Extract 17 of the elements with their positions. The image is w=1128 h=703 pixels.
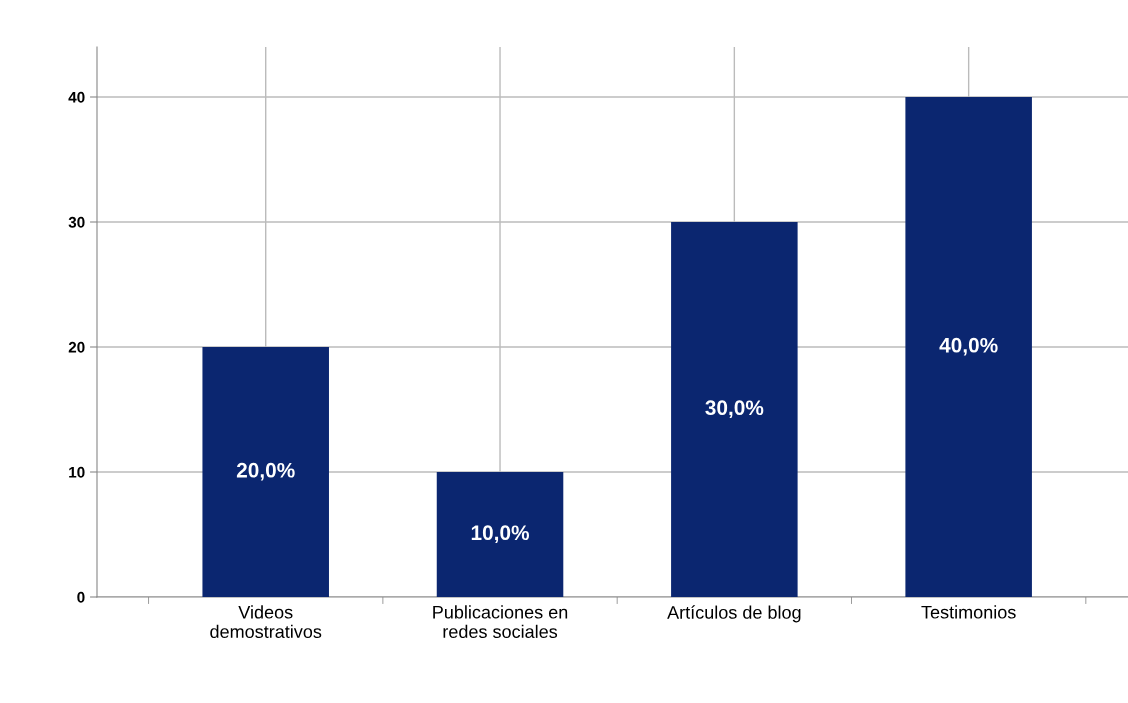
data-label: 10,0% [471, 525, 530, 544]
y-tick-label: 40 [68, 91, 85, 103]
y-tick-label: 20 [68, 341, 85, 353]
x-tick-label: Publicaciones en redes sociales [433, 605, 568, 639]
data-label: 20,0% [236, 462, 295, 481]
y-tick-label: 10 [69, 466, 85, 478]
data-label: 40,0% [939, 337, 998, 356]
bar [905, 97, 1032, 597]
data-label: 30,0% [705, 400, 764, 419]
x-tick-label: Testimonios [921, 605, 1016, 619]
x-tick-label: Artículos de blog [667, 605, 801, 623]
bar [202, 347, 329, 597]
y-tick-label: 30 [68, 216, 85, 228]
bar [436, 472, 564, 597]
y-tick-label: 0 [77, 591, 85, 603]
x-tick-label: Videos demostrativos [210, 605, 322, 639]
bar [671, 222, 798, 597]
